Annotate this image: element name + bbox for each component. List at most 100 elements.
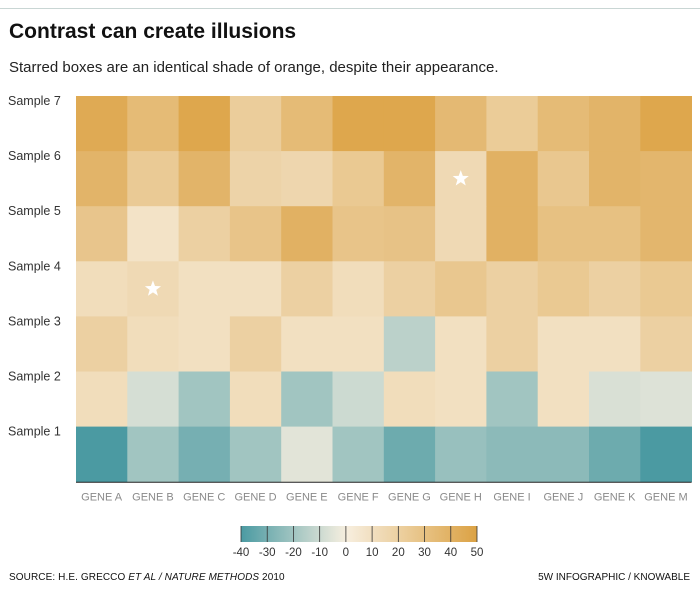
- heatmap-cell: [229, 371, 282, 427]
- heatmap-cell: [435, 206, 487, 262]
- heatmap-cell: [332, 316, 385, 372]
- legend-tick-label: 0: [343, 547, 349, 559]
- heatmap-cell: [486, 96, 539, 152]
- heatmap-cell: [127, 316, 179, 372]
- row-label: Sample 3: [8, 314, 61, 328]
- heatmap-cell: [178, 151, 231, 207]
- heatmap-cell: [281, 426, 333, 483]
- row-label: Sample 2: [8, 370, 61, 384]
- heatmap-cell: [537, 206, 590, 262]
- page-subtitle: Starred boxes are an identical shade of …: [9, 59, 499, 76]
- row-label: Sample 7: [8, 94, 61, 108]
- legend-tick-label: -40: [233, 547, 250, 559]
- star-icon: [144, 280, 162, 296]
- heatmap-cell: [76, 316, 128, 372]
- heatmap-cell: [589, 96, 641, 152]
- source-prefix: SOURCE: H.E. GRECCO: [9, 572, 129, 583]
- source-note: SOURCE: H.E. GRECCO ET AL / NATURE METHO…: [9, 572, 285, 583]
- heatmap-cell: [229, 316, 282, 372]
- heatmap-cell: [178, 316, 231, 372]
- heatmap-cell: [332, 206, 385, 262]
- heatmap-cell: [178, 371, 231, 427]
- heatmap-cell: [383, 206, 436, 262]
- heatmap-cell: [281, 96, 333, 152]
- source-suffix: 2010: [259, 572, 285, 583]
- heatmap-cell: [178, 261, 231, 317]
- column-label: GENE H: [440, 492, 482, 504]
- column-label: GENE B: [132, 492, 174, 504]
- heatmap-cell: [486, 426, 539, 483]
- legend-tick-label: 30: [418, 547, 431, 559]
- heatmap-cell: [640, 96, 692, 152]
- star-icon: [452, 170, 469, 186]
- heatmap-cell: [332, 151, 385, 207]
- heatmap-cell: [76, 96, 128, 152]
- heatmap-cell: [589, 426, 641, 483]
- heatmap-cell: [640, 261, 692, 317]
- heatmap-cell: [76, 206, 128, 262]
- heatmap-cell: [435, 316, 487, 372]
- heatmap-cell: [332, 371, 385, 427]
- heatmap-cell: [589, 316, 641, 372]
- legend-tick-label: 20: [392, 547, 405, 559]
- heatmap-cell: [281, 261, 333, 317]
- column-label: GENE J: [543, 492, 583, 504]
- legend-tick-label: 40: [444, 547, 457, 559]
- column-label: GENE D: [234, 492, 276, 504]
- column-label: GENE G: [388, 492, 431, 504]
- heatmap-cell: [281, 316, 333, 372]
- heatmap-cell: [383, 316, 436, 372]
- heatmap-cell: [281, 371, 333, 427]
- heatmap-cell: [435, 96, 487, 152]
- heatmap-cell: [229, 426, 282, 483]
- row-label: Sample 6: [8, 149, 61, 163]
- heatmap-cell: [486, 371, 539, 427]
- heatmap-cell: [76, 261, 128, 317]
- heatmap-cell: [383, 261, 436, 317]
- heatmap-cell: [178, 206, 231, 262]
- heatmap-cell: [383, 151, 436, 207]
- heatmap-cell: [486, 206, 539, 262]
- heatmap-cell: [640, 151, 692, 207]
- heatmap-cell: [229, 261, 282, 317]
- heatmap-cell: [589, 206, 641, 262]
- heatmap-cell: [178, 96, 231, 152]
- credit-note: 5W INFOGRAPHIC / KNOWABLE: [538, 572, 690, 583]
- heatmap-cell: [178, 426, 231, 483]
- legend-tick-label: -10: [311, 547, 328, 559]
- heatmap-cell: [229, 96, 282, 152]
- column-label: GENE F: [338, 492, 379, 504]
- row-label: Sample 1: [8, 425, 61, 439]
- heatmap-cell: [640, 206, 692, 262]
- column-label: GENE I: [493, 492, 530, 504]
- row-label: Sample 4: [8, 259, 61, 273]
- legend-tick-label: 50: [471, 547, 484, 559]
- heatmap-cell: [383, 426, 436, 483]
- heatmap-cell: [435, 371, 487, 427]
- column-label: GENE A: [81, 492, 123, 504]
- heatmap-cell: [281, 151, 333, 207]
- heatmap-cell: [281, 206, 333, 262]
- heatmap-cell: [486, 316, 539, 372]
- heatmap-cell: [383, 371, 436, 427]
- heatmap-cell: [127, 206, 179, 262]
- heatmap-cell: [640, 426, 692, 483]
- heatmap-cell: [76, 151, 128, 207]
- heatmap-cell: [640, 371, 692, 427]
- top-rule: [0, 8, 700, 9]
- heatmap-cell: [589, 371, 641, 427]
- heatmap-cell: [332, 426, 385, 483]
- legend-tick-label: 10: [366, 547, 379, 559]
- heatmap-cell: [537, 371, 590, 427]
- heatmap-cell: [589, 261, 641, 317]
- heatmap-cell: [229, 151, 282, 207]
- heatmap-cell: [486, 151, 539, 207]
- heatmap-cell: [127, 151, 179, 207]
- heatmap-cell: [383, 96, 436, 152]
- heatmap-cell: [537, 316, 590, 372]
- legend-color-bar: [241, 526, 477, 542]
- column-label: GENE C: [183, 492, 225, 504]
- heatmap-cell: [589, 151, 641, 207]
- heatmap-cell: [486, 261, 539, 317]
